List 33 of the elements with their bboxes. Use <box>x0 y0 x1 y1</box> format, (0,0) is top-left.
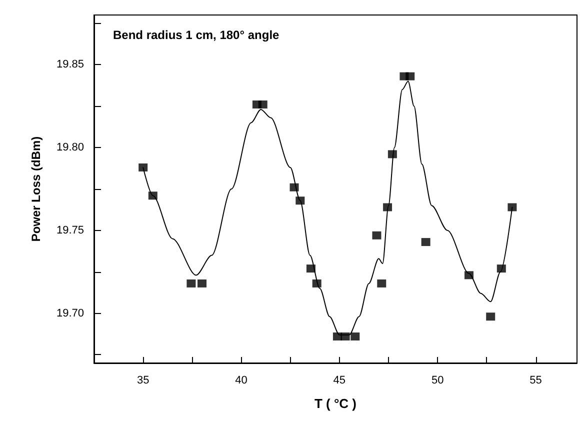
point <box>290 183 299 192</box>
x-tick-label: 55 <box>530 374 542 386</box>
point <box>372 231 382 240</box>
point <box>486 312 496 321</box>
point <box>258 100 268 108</box>
point <box>186 279 196 288</box>
text: Bend radius 1 cm, 180° angle <box>113 28 280 42</box>
x-tick-label: 50 <box>431 374 444 386</box>
point <box>148 192 158 200</box>
y-tick-label: 19.70 <box>56 307 84 320</box>
y-axis-title: Power Loss (dBm) <box>29 136 43 242</box>
x-tick-label: 40 <box>235 374 248 386</box>
point <box>306 264 316 273</box>
point <box>464 271 474 280</box>
point <box>383 203 392 212</box>
point <box>197 279 206 288</box>
x-tick-label: 45 <box>333 374 346 386</box>
point <box>377 279 386 288</box>
point <box>350 332 360 340</box>
point <box>406 72 415 80</box>
point <box>312 279 322 288</box>
y-tick-label: 19.75 <box>56 224 84 236</box>
x-tick-label: 35 <box>136 374 150 386</box>
y-tick-label: 19.85 <box>56 58 84 71</box>
point <box>508 203 517 212</box>
x-axis-title: T ( °C ) <box>314 396 357 411</box>
point <box>496 264 506 273</box>
point <box>340 332 350 340</box>
point <box>421 238 430 246</box>
point <box>296 196 305 205</box>
point <box>388 150 397 158</box>
y-tick-label: 19.80 <box>56 142 84 154</box>
point <box>138 163 148 172</box>
